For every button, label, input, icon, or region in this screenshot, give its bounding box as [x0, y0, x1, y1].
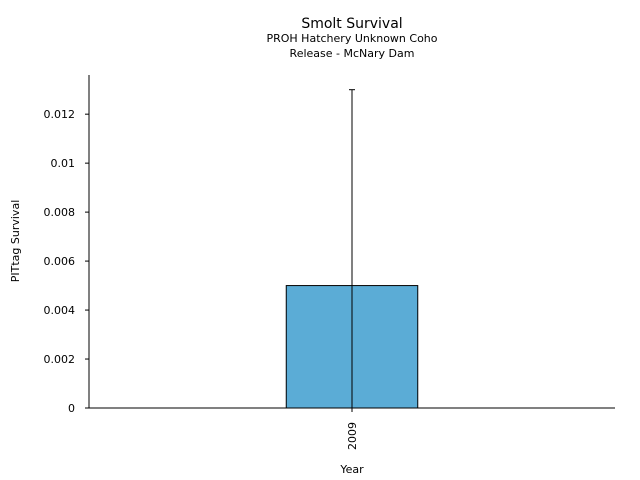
- x-axis-label: Year: [339, 463, 364, 476]
- chart-title: Smolt Survival: [301, 16, 402, 32]
- y-tick-label-0: 0: [68, 402, 75, 415]
- chart-subtitle-line-1: PROH Hatchery Unknown Coho: [266, 32, 437, 45]
- y-axis-label: PITtag Survival: [9, 200, 22, 282]
- y-tick-label-5: 0.01: [51, 157, 76, 170]
- y-tick-label-4: 0.008: [44, 206, 76, 219]
- x-tick-label-0: 2009: [346, 422, 359, 450]
- y-tick-label-6: 0.012: [44, 108, 76, 121]
- plot-area: [285, 89, 419, 409]
- chart-subtitle-line-2: Release - McNary Dam: [290, 47, 415, 60]
- y-tick-label-2: 0.004: [44, 304, 76, 317]
- y-tick-label-1: 0.002: [44, 353, 76, 366]
- y-tick-label-3: 0.006: [44, 255, 76, 268]
